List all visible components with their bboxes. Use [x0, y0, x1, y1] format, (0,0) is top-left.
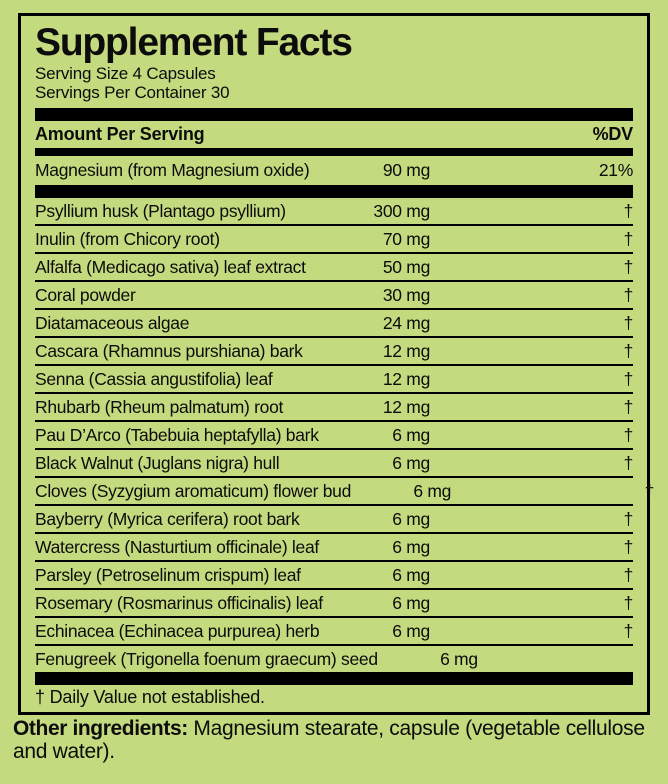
ingredient-name: Senna (Cassia angustifolia) leaf [35, 369, 273, 389]
ingredient-name: Parsley (Petroselinum crispum) leaf [35, 565, 301, 585]
ingredient-name: Cascara (Rhamnus purshiana) bark [35, 341, 303, 361]
thick-divider [35, 185, 633, 198]
ingredient-row: Black Walnut (Juglans nigra) hull 6 mg † [35, 448, 633, 476]
ingredient-row: Psyllium husk (Plantago psyllium) 300 mg… [35, 198, 633, 224]
medium-divider [35, 148, 633, 156]
ingredient-row: Cloves (Syzygium aromaticum) flower bud … [35, 476, 654, 504]
ingredient-amount: 12 mg [382, 341, 430, 361]
ingredient-name: Psyllium husk (Plantago psyllium) [35, 201, 286, 221]
amount-per-serving-header: Amount Per Serving [35, 124, 205, 144]
ingredient-row: Coral powder 30 mg † [35, 280, 633, 308]
other-ingredients-text: Magnesium stearate, capsule (vegetable c… [13, 717, 645, 763]
ingredient-dv: † [623, 201, 634, 221]
ingredient-dv: † [623, 369, 634, 389]
column-header-row: Amount Per Serving %DV [35, 121, 633, 148]
servings-per-container: Servings Per Container 30 [35, 83, 230, 102]
ingredient-row: Pau D’Arco (Tabebuia heptafylla) bark 6 … [35, 420, 633, 448]
ingredient-dv: † [623, 621, 634, 641]
ingredient-name: Echinacea (Echinacea purpurea) herb [35, 621, 320, 641]
ingredient-rows: Psyllium husk (Plantago psyllium) 300 mg… [35, 198, 654, 672]
ingredient-amount: 30 mg [382, 285, 430, 305]
ingredient-row: Diatamaceous algae 24 mg † [35, 308, 633, 336]
ingredient-row: Senna (Cassia angustifolia) leaf 12 mg † [35, 364, 633, 392]
ingredient-row: Rhubarb (Rheum palmatum) root 12 mg † [35, 392, 633, 420]
ingredient-name: Magnesium (from Magnesium oxide) [35, 160, 310, 180]
ingredient-dv: † [623, 453, 634, 473]
ingredient-row: Watercress (Nasturtium officinale) leaf … [35, 532, 633, 560]
ingredient-dv: † [478, 646, 668, 672]
ingredient-name: Coral powder [35, 285, 136, 305]
ingredient-amount: 50 mg [382, 257, 430, 277]
ingredient-amount: 24 mg [382, 313, 430, 333]
ingredient-amount: 6 mg [392, 593, 430, 613]
ingredient-dv: † [623, 285, 634, 305]
ingredient-dv: † [623, 425, 634, 445]
ingredient-dv: † [623, 397, 634, 417]
ingredient-amount: 6 mg [392, 565, 430, 585]
ingredient-amount: 6 mg [392, 453, 430, 473]
ingredient-dv: 21% [598, 160, 633, 180]
ingredient-dv: † [623, 565, 634, 585]
ingredient-amount: 70 mg [382, 229, 430, 249]
ingredient-name: Fenugreek (Trigonella foenum graecum) se… [35, 649, 378, 669]
ingredient-amount: 6 mg [392, 509, 430, 529]
ingredient-amount: 6 mg [392, 537, 430, 557]
ingredient-name: Cloves (Syzygium aromaticum) flower bud [35, 481, 352, 501]
ingredient-row: Fenugreek (Trigonella foenum graecum) se… [35, 644, 633, 672]
ingredient-dv: † [623, 313, 634, 333]
ingredient-name: Rhubarb (Rheum palmatum) root [35, 397, 284, 417]
ingredient-dv: † [644, 481, 655, 501]
ingredient-name: Black Walnut (Juglans nigra) hull [35, 453, 280, 473]
ingredient-dv: † [623, 537, 634, 557]
ingredient-row: Alfalfa (Medicago sativa) leaf extract 5… [35, 252, 633, 280]
ingredient-dv: † [623, 341, 634, 361]
other-ingredients: Other ingredients: Magnesium stearate, c… [13, 717, 653, 763]
thick-divider [35, 672, 633, 685]
ingredient-name: Inulin (from Chicory root) [35, 229, 220, 249]
ingredient-amount: 12 mg [382, 369, 430, 389]
ingredient-amount: 6 mg [392, 425, 430, 445]
ingredient-dv: † [623, 593, 634, 613]
dv-header: %DV [592, 124, 634, 144]
ingredient-dv: † [623, 257, 634, 277]
panel-title: Supplement Facts [35, 21, 353, 64]
ingredient-name: Pau D’Arco (Tabebuia heptafylla) bark [35, 425, 319, 445]
ingredient-amount: 90 mg [382, 160, 430, 180]
magnesium-row: Magnesium (from Magnesium oxide) 90 mg 2… [35, 156, 633, 185]
ingredient-dv: † [623, 229, 634, 249]
ingredient-row: Bayberry (Myrica cerifera) root bark 6 m… [35, 504, 633, 532]
ingredient-name: Diatamaceous algae [35, 313, 190, 333]
ingredient-name: Rosemary (Rosmarinus officinalis) leaf [35, 593, 323, 613]
ingredient-row: Rosemary (Rosmarinus officinalis) leaf 6… [35, 588, 633, 616]
ingredient-amount: 6 mg [413, 481, 452, 501]
ingredient-amount: 6 mg [392, 621, 430, 641]
ingredient-name: Alfalfa (Medicago sativa) leaf extract [35, 257, 306, 277]
ingredient-dv: † [623, 509, 634, 529]
supplement-facts-panel: Supplement Facts Serving Size 4 Capsules… [18, 13, 654, 715]
ingredient-amount: 12 mg [382, 397, 430, 417]
ingredient-row: Inulin (from Chicory root) 70 mg † [35, 224, 633, 252]
ingredient-amount: 6 mg [440, 649, 478, 669]
ingredient-row: Parsley (Petroselinum crispum) leaf 6 mg… [35, 560, 633, 588]
ingredient-row: Cascara (Rhamnus purshiana) bark 12 mg † [35, 336, 633, 364]
thick-divider [35, 108, 633, 121]
serving-size: Serving Size 4 Capsules [35, 64, 216, 83]
other-ingredients-label: Other ingredients: [13, 717, 188, 740]
ingredient-name: Bayberry (Myrica cerifera) root bark [35, 509, 300, 529]
ingredient-amount: 300 mg [373, 201, 430, 221]
ingredient-name: Watercress (Nasturtium officinale) leaf [35, 537, 319, 557]
footnote: † Daily Value not established. [35, 687, 265, 707]
ingredient-row: Echinacea (Echinacea purpurea) herb 6 mg… [35, 616, 633, 644]
